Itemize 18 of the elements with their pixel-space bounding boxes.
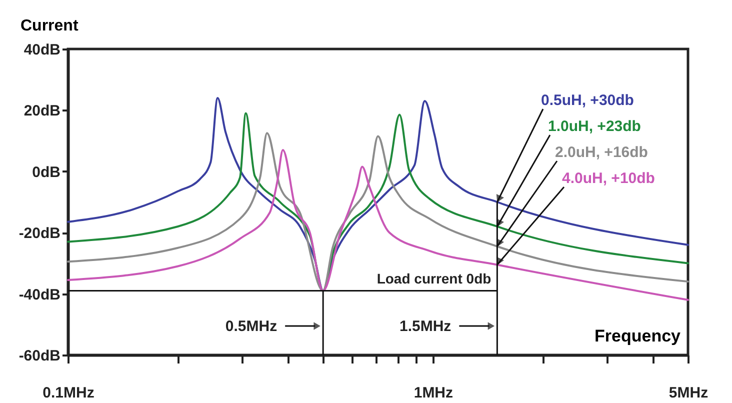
- y-tick-label: -60dB: [18, 348, 61, 364]
- ref-line-label: Load current 0db: [376, 270, 492, 287]
- y-tick-label: 0dB: [32, 164, 61, 181]
- y-tick-label: 40dB: [24, 42, 61, 58]
- x-tick-label: 5MHz: [668, 384, 708, 402]
- y-tick-label: 20dB: [24, 102, 61, 120]
- text: 0.5uH, +30db: [541, 92, 634, 109]
- y-tick-label: -40dB: [18, 286, 61, 304]
- y-axis-title: Current: [20, 18, 79, 34]
- ref-line-label: 0.5MHz: [225, 318, 278, 335]
- x-tick-label: 1MHz: [414, 384, 454, 402]
- text: 2.0uH, +16db: [555, 144, 648, 161]
- text: 1.0uH, +23db: [548, 118, 641, 135]
- text: 4.0uH, +10db: [562, 170, 655, 187]
- ref-line-label: 1.5MHz: [400, 318, 452, 335]
- y-tick-label: -20dB: [18, 225, 61, 242]
- x-tick-label: 0.1MHz: [42, 384, 94, 402]
- x-axis-title: Frequency: [594, 326, 682, 346]
